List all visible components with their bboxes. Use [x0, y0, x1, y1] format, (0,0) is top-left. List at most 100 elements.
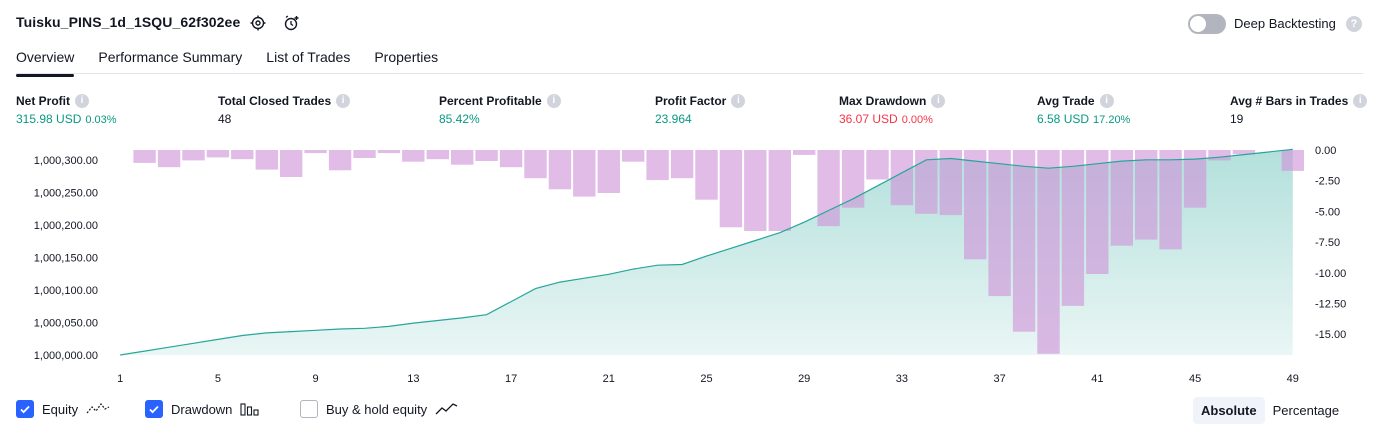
metric-label: Percent Profitable	[439, 94, 542, 108]
drawdown-bar	[1208, 150, 1231, 161]
metric-total-closed-trades: Total Closed Trades i 48	[218, 94, 351, 126]
info-icon[interactable]: i	[731, 94, 746, 108]
left-axis-tick-label: 1,000,300.00	[34, 155, 98, 167]
legend-equity[interactable]: Equity	[16, 400, 110, 418]
metric-avg-bars-in-trades: Avg # Bars in Trades i 19	[1230, 94, 1368, 126]
x-axis-tick-label: 37	[993, 373, 1005, 385]
drawdown-label: Drawdown	[171, 401, 233, 417]
deep-backtesting-toggle[interactable]	[1188, 14, 1226, 34]
drawdown-bar	[597, 150, 620, 193]
help-icon[interactable]: ?	[1346, 16, 1362, 32]
drawdown-bar	[866, 150, 889, 180]
settings-icon[interactable]	[248, 13, 268, 33]
drawdown-bar	[964, 150, 987, 260]
metric-avg-trade: Avg Trade i 6.58 USD 17.20%	[1037, 94, 1130, 126]
x-axis-tick-label: 45	[1189, 373, 1201, 385]
tab-performance-summary[interactable]: Performance Summary	[98, 49, 243, 65]
equity-drawdown-chart: 1,000,000.00 1,000,050.00 1,000,100.00 1,00…	[34, 145, 1346, 385]
tab-list-of-trades[interactable]: List of Trades	[266, 49, 351, 65]
x-axis-tick-label: 1	[117, 373, 123, 385]
drawdown-bars-icon	[240, 402, 260, 416]
drawdown-bar	[817, 150, 840, 227]
metric-value: 85.42%	[439, 112, 480, 126]
metric-label: Avg Trade	[1037, 94, 1095, 108]
metric-profit-factor: Profit Factor i 23.964	[655, 94, 746, 126]
x-axis-tick-label: 25	[700, 373, 712, 385]
equity-checkbox[interactable]	[16, 400, 34, 418]
x-axis-tick-label: 13	[407, 373, 419, 385]
drawdown-bar	[793, 150, 816, 155]
drawdown-bar	[206, 150, 230, 158]
right-axis-tick-label: 0.00	[1315, 145, 1336, 157]
tab-properties[interactable]: Properties	[374, 49, 439, 65]
left-axis-tick-label: 1,000,100.00	[34, 285, 98, 297]
x-axis-tick-label: 49	[1287, 373, 1299, 385]
info-icon[interactable]: i	[336, 94, 351, 108]
drawdown-bar	[548, 150, 572, 190]
drawdown-bar	[231, 150, 254, 160]
metric-label: Net Profit	[16, 94, 70, 108]
info-icon[interactable]: i	[931, 94, 946, 108]
drawdown-bar	[1159, 150, 1182, 250]
x-axis-tick-label: 9	[313, 373, 319, 385]
equity-line-icon	[86, 402, 110, 416]
info-icon[interactable]: i	[546, 94, 561, 108]
left-axis-tick-label: 1,000,000.00	[34, 350, 98, 362]
metric-net-profit: Net Profit i 315.98 USD 0.03%	[16, 94, 117, 126]
metric-value: 315.98 USD	[16, 112, 82, 126]
x-axis-tick-label: 41	[1091, 373, 1103, 385]
drawdown-bar	[353, 150, 376, 158]
percentage-button[interactable]: Percentage	[1272, 403, 1340, 418]
drawdown-bar	[524, 150, 547, 179]
drawdown-bar	[157, 150, 181, 168]
metric-value: 6.58 USD	[1037, 112, 1090, 126]
equity-label: Equity	[42, 401, 79, 417]
left-axis-tick-label: 1,000,150.00	[34, 252, 98, 264]
drawdown-bar	[426, 150, 449, 160]
x-axis-tick-label: 21	[603, 373, 615, 385]
drawdown-bar	[622, 150, 645, 162]
left-axis-tick-label: 1,000,200.00	[34, 220, 98, 232]
drawdown-bar	[475, 150, 498, 161]
tabs-divider	[16, 73, 1363, 74]
left-axis-tick-label: 1,000,250.00	[34, 187, 98, 199]
drawdown-bar	[499, 150, 523, 168]
drawdown-bar	[646, 150, 669, 181]
drawdown-bar	[768, 150, 791, 231]
drawdown-bar	[915, 150, 938, 214]
metric-label: Profit Factor	[655, 94, 727, 108]
drawdown-bar	[304, 150, 327, 154]
drawdown-bar	[1037, 150, 1060, 354]
drawdown-bar	[670, 150, 694, 179]
info-icon[interactable]: i	[75, 94, 89, 108]
right-axis-tick-label: -12.50	[1315, 298, 1346, 310]
drawdown-bar	[744, 150, 767, 231]
drawdown-bar	[1135, 150, 1158, 240]
drawdown-bar	[841, 150, 865, 208]
right-axis-tick-label: -5.00	[1315, 206, 1340, 218]
toggle-knob	[1190, 16, 1206, 32]
tab-overview[interactable]: Overview	[16, 49, 75, 77]
info-icon[interactable]: i	[1353, 94, 1368, 108]
drawdown-bar	[1086, 150, 1109, 274]
legend-buy-hold-equity[interactable]: Buy & hold equity	[300, 400, 459, 418]
drawdown-bar	[451, 150, 474, 165]
drawdown-bar	[939, 150, 962, 216]
drawdown-bar	[1110, 150, 1133, 246]
drawdown-bar	[890, 150, 914, 206]
drawdown-checkbox[interactable]	[145, 400, 163, 418]
buy-hold-label: Buy & hold equity	[326, 401, 428, 417]
add-alert-icon[interactable]	[282, 13, 302, 33]
buy-hold-checkbox[interactable]	[300, 400, 318, 418]
strategy-title: Tuisku_PINS_1d_1SQU_62f302ee	[16, 14, 241, 30]
drawdown-bar	[182, 150, 205, 161]
x-axis-tick-label: 33	[896, 373, 908, 385]
view-mode-switch: Absolute Percentage	[1193, 397, 1347, 424]
drawdown-bar	[255, 150, 278, 170]
legend-drawdown[interactable]: Drawdown	[145, 400, 260, 418]
drawdown-bar	[1012, 150, 1036, 332]
info-icon[interactable]: i	[1099, 94, 1114, 108]
metric-value: 19	[1230, 112, 1244, 126]
drawdown-bar	[1183, 150, 1207, 208]
absolute-button[interactable]: Absolute	[1193, 397, 1265, 424]
